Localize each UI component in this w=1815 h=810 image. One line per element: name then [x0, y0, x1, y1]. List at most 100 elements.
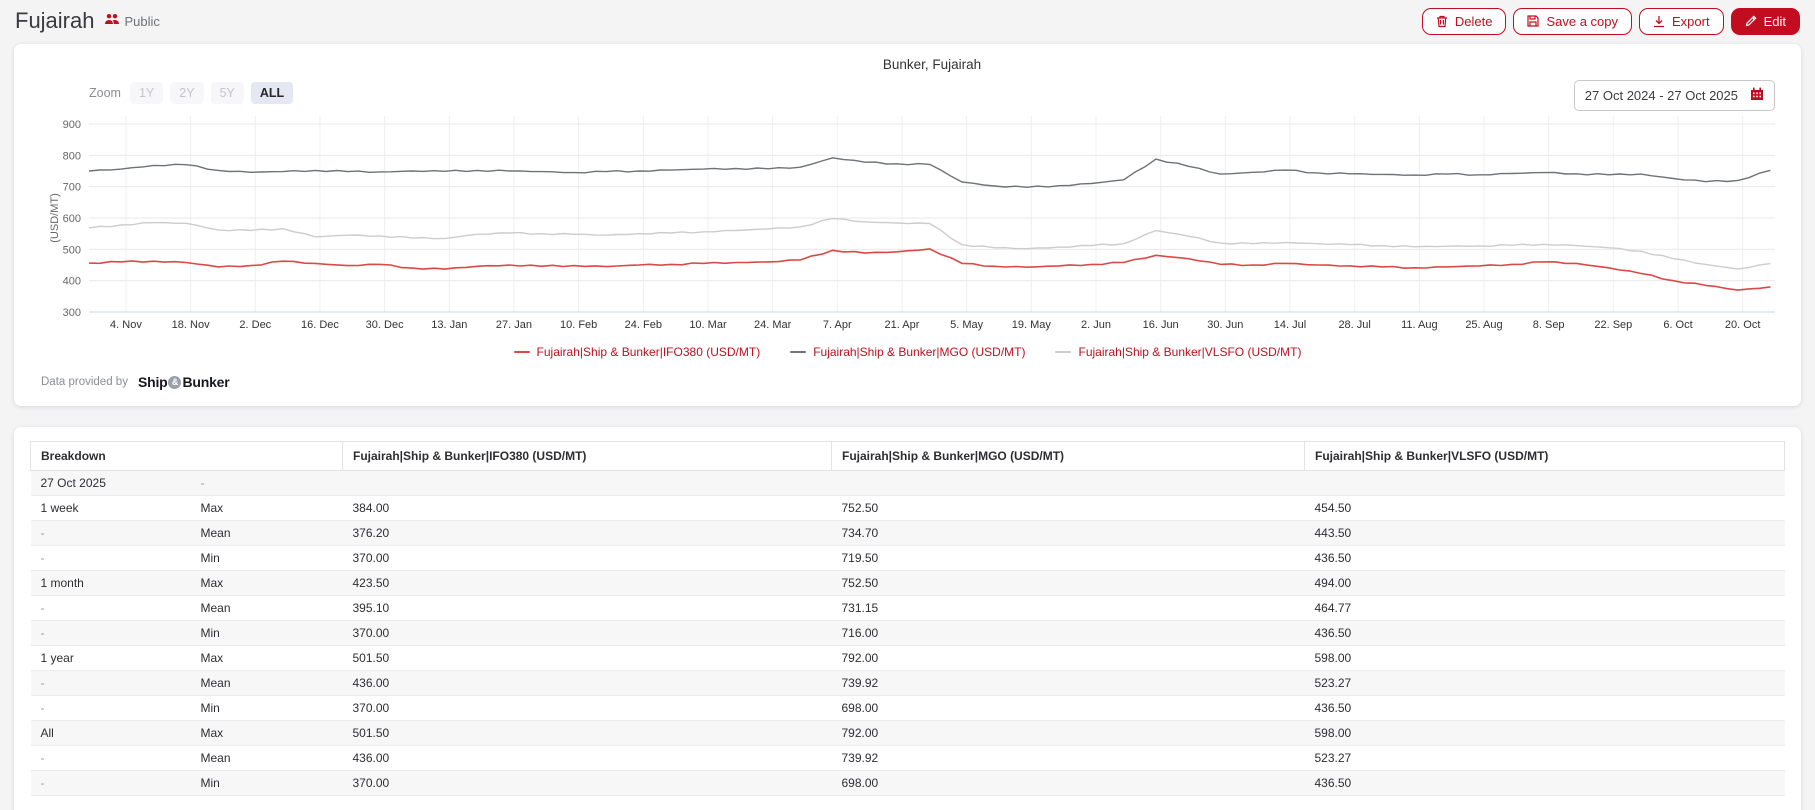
svg-text:700: 700	[63, 182, 81, 194]
chart-legend: Fujairah|Ship & Bunker|IFO380 (USD/MT) F…	[14, 345, 1801, 359]
legend-item-mgo[interactable]: Fujairah|Ship & Bunker|MGO (USD/MT)	[790, 345, 1025, 359]
data-provided-row: Data provided by Ship & Bunker	[41, 374, 230, 390]
period-cell: -	[30, 770, 191, 796]
svg-text:30. Jun: 30. Jun	[1207, 319, 1243, 331]
zoom-5y-button[interactable]: 5Y	[210, 82, 244, 104]
zoom-1y-button[interactable]: 1Y	[129, 82, 164, 104]
table-row: 1 week Max 384.00 752.50 454.50	[30, 495, 1785, 521]
period-cell: -	[30, 695, 191, 721]
value-cell	[342, 470, 832, 496]
value-cell: 501.50	[342, 720, 832, 746]
column-header-mgo: Fujairah|Ship & Bunker|MGO (USD/MT)	[831, 441, 1305, 471]
svg-text:25. Aug: 25. Aug	[1465, 319, 1502, 331]
value-cell: 370.00	[342, 770, 832, 796]
value-cell: 436.50	[1304, 770, 1785, 796]
stat-cell: Max	[190, 645, 343, 671]
stat-cell: Min	[190, 695, 343, 721]
table-row: - Min 370.00 719.50 436.50	[30, 545, 1785, 571]
mgo-line-swatch	[790, 350, 807, 354]
value-cell: 370.00	[342, 545, 832, 571]
table-row: 27 Oct 2025-	[30, 470, 1785, 496]
zoom-controls: Zoom 1Y 2Y 5Y ALL	[89, 82, 294, 104]
table-row: All Max 501.50 792.00 598.00	[30, 720, 1785, 746]
stat-cell: Mean	[190, 520, 343, 546]
save-icon	[1527, 15, 1540, 27]
stat-cell: Mean	[190, 745, 343, 771]
stat-cell: -	[190, 470, 343, 496]
svg-text:400: 400	[63, 276, 81, 288]
legend-label-vlsfo: Fujairah|Ship & Bunker|VLSFO (USD/MT)	[1078, 345, 1302, 359]
period-cell: 27 Oct 2025	[30, 470, 191, 496]
value-cell: 523.27	[1304, 670, 1785, 696]
period-cell: -	[30, 520, 191, 546]
svg-text:(USD/MT): (USD/MT)	[49, 193, 61, 243]
column-header-ifo380: Fujairah|Ship & Bunker|IFO380 (USD/MT)	[342, 441, 832, 471]
svg-text:10. Feb: 10. Feb	[560, 319, 597, 331]
value-cell: 436.00	[342, 670, 832, 696]
stat-cell: Max	[190, 570, 343, 596]
legend-label-ifo380: Fujairah|Ship & Bunker|IFO380 (USD/MT)	[536, 345, 761, 359]
value-cell: 752.50	[831, 495, 1305, 521]
toolbar: Delete Save a copy Export	[1421, 7, 1800, 35]
delete-label: Delete	[1454, 13, 1493, 29]
table-row: - Mean 395.10 731.15 464.77	[30, 595, 1785, 621]
value-cell: 731.15	[831, 595, 1305, 621]
period-cell: 1 month	[30, 570, 191, 596]
value-cell: 698.00	[831, 770, 1305, 796]
value-cell: 792.00	[831, 720, 1305, 746]
value-cell: 598.00	[1304, 645, 1785, 671]
value-cell: 464.77	[1304, 595, 1785, 621]
svg-text:24. Feb: 24. Feb	[625, 319, 662, 331]
svg-text:4. Nov: 4. Nov	[110, 319, 142, 331]
price-line-chart[interactable]: 4. Nov 18. Nov 2. Dec 16. Dec 30. Dec 13. Jan…	[14, 44, 1801, 344]
value-cell: 436.50	[1304, 620, 1785, 646]
value-cell: 734.70	[831, 520, 1305, 546]
chart-title: Bunker, Fujairah	[882, 57, 982, 72]
legend-item-ifo380[interactable]: Fujairah|Ship & Bunker|IFO380 (USD/MT)	[513, 345, 761, 359]
column-header-breakdown: Breakdown	[30, 441, 343, 471]
edit-label: Edit	[1763, 13, 1786, 29]
period-cell: -	[30, 745, 191, 771]
date-range-picker[interactable]: 27 Oct 2024 - 27 Oct 2025	[1573, 80, 1775, 111]
zoom-2y-button[interactable]: 2Y	[170, 82, 204, 104]
breakdown-table-card: Breakdown Fujairah|Ship & Bunker|IFO380 …	[14, 427, 1801, 810]
chart-card: Bunker, Fujairah 4. Nov 18. Nov 2. Dec 16. …	[14, 44, 1801, 406]
value-cell: 501.50	[342, 645, 832, 671]
page-title: Fujairah	[15, 8, 95, 33]
zoom-all-button[interactable]: ALL	[250, 82, 294, 104]
save-a-copy-button[interactable]: Save a copy	[1513, 7, 1633, 35]
stat-cell: Min	[190, 770, 343, 796]
svg-text:30. Dec: 30. Dec	[366, 319, 404, 331]
svg-text:8. Sep: 8. Sep	[1533, 319, 1565, 331]
svg-text:13. Jan: 13. Jan	[431, 319, 467, 331]
value-cell: 443.50	[1304, 520, 1785, 546]
delete-button[interactable]: Delete	[1421, 7, 1507, 35]
svg-text:900: 900	[63, 119, 81, 131]
logo-bunker-text: Bunker	[182, 374, 230, 390]
period-cell: All	[30, 720, 191, 746]
value-cell: 395.10	[342, 595, 832, 621]
value-cell: 423.50	[342, 570, 832, 596]
zoom-label: Zoom	[89, 86, 121, 100]
export-button[interactable]: Export	[1639, 7, 1724, 35]
value-cell: 436.50	[1304, 545, 1785, 571]
period-cell: -	[30, 620, 191, 646]
save-a-copy-label: Save a copy	[1546, 13, 1619, 29]
visibility-label: Public	[124, 13, 160, 29]
svg-text:600: 600	[63, 213, 81, 225]
edit-button[interactable]: Edit	[1730, 7, 1800, 35]
legend-item-vlsfo[interactable]: Fujairah|Ship & Bunker|VLSFO (USD/MT)	[1055, 345, 1301, 359]
period-cell: -	[30, 670, 191, 696]
svg-text:22. Sep: 22. Sep	[1594, 319, 1632, 331]
value-cell: 739.92	[831, 670, 1305, 696]
period-cell: 1 week	[30, 495, 191, 521]
calendar-icon	[1750, 87, 1764, 104]
ship-and-bunker-logo: Ship & Bunker	[138, 374, 230, 390]
stat-cell: Max	[190, 495, 343, 521]
svg-text:2. Jun: 2. Jun	[1081, 319, 1111, 331]
svg-text:6. Oct: 6. Oct	[1663, 319, 1692, 331]
svg-text:16. Jun: 16. Jun	[1143, 319, 1179, 331]
data-provided-label: Data provided by	[41, 376, 128, 388]
svg-text:300: 300	[63, 307, 81, 319]
stat-cell: Max	[190, 720, 343, 746]
